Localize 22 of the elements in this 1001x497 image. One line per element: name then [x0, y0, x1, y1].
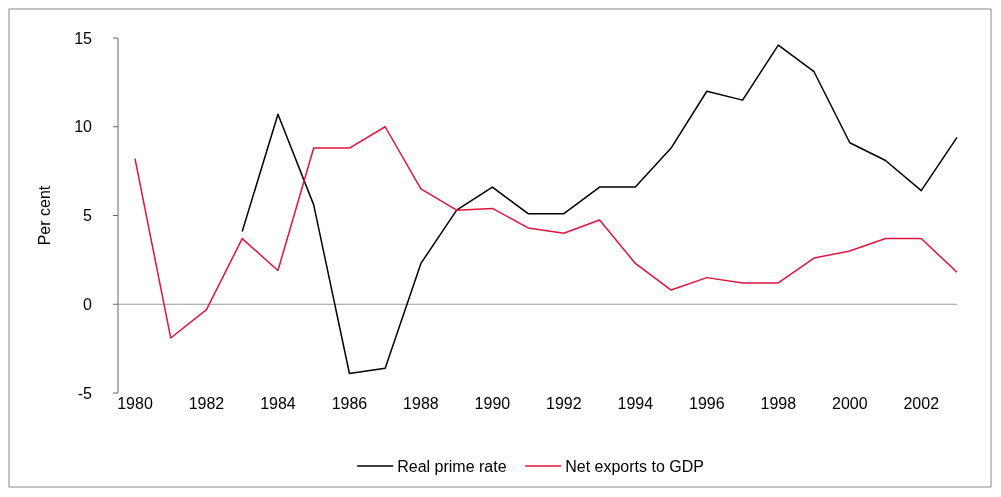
line-series: [241, 44, 958, 375]
x-tick-label: 1990: [474, 394, 511, 412]
y-tick-label: -5: [77, 384, 93, 402]
x-tick-label: 1996: [689, 394, 725, 412]
x-tick-label: 1980: [117, 394, 153, 412]
x-tick-label: 2000: [831, 394, 868, 412]
x-tick-label: 1988: [403, 394, 439, 412]
x-tick-label: 1982: [188, 394, 225, 412]
x-tick-label: 2002: [903, 394, 940, 412]
y-tick-label: 5: [83, 207, 93, 225]
x-tick-label: 1986: [331, 394, 368, 412]
y-tick-label: 15: [74, 29, 93, 47]
y-tick-label: 0: [83, 295, 93, 313]
y-tick-label: 10: [74, 118, 93, 136]
y-axis-title: Per cent: [36, 185, 53, 246]
x-tick-label: 1984: [260, 394, 296, 412]
legend-label: Real prime rate: [397, 457, 507, 475]
line-series: [134, 126, 958, 339]
x-tick-label: 1994: [617, 394, 654, 412]
x-tick-label: 1992: [546, 394, 582, 412]
x-tick-label: 1998: [760, 394, 797, 412]
legend-label: Net exports to GDP: [565, 457, 704, 475]
